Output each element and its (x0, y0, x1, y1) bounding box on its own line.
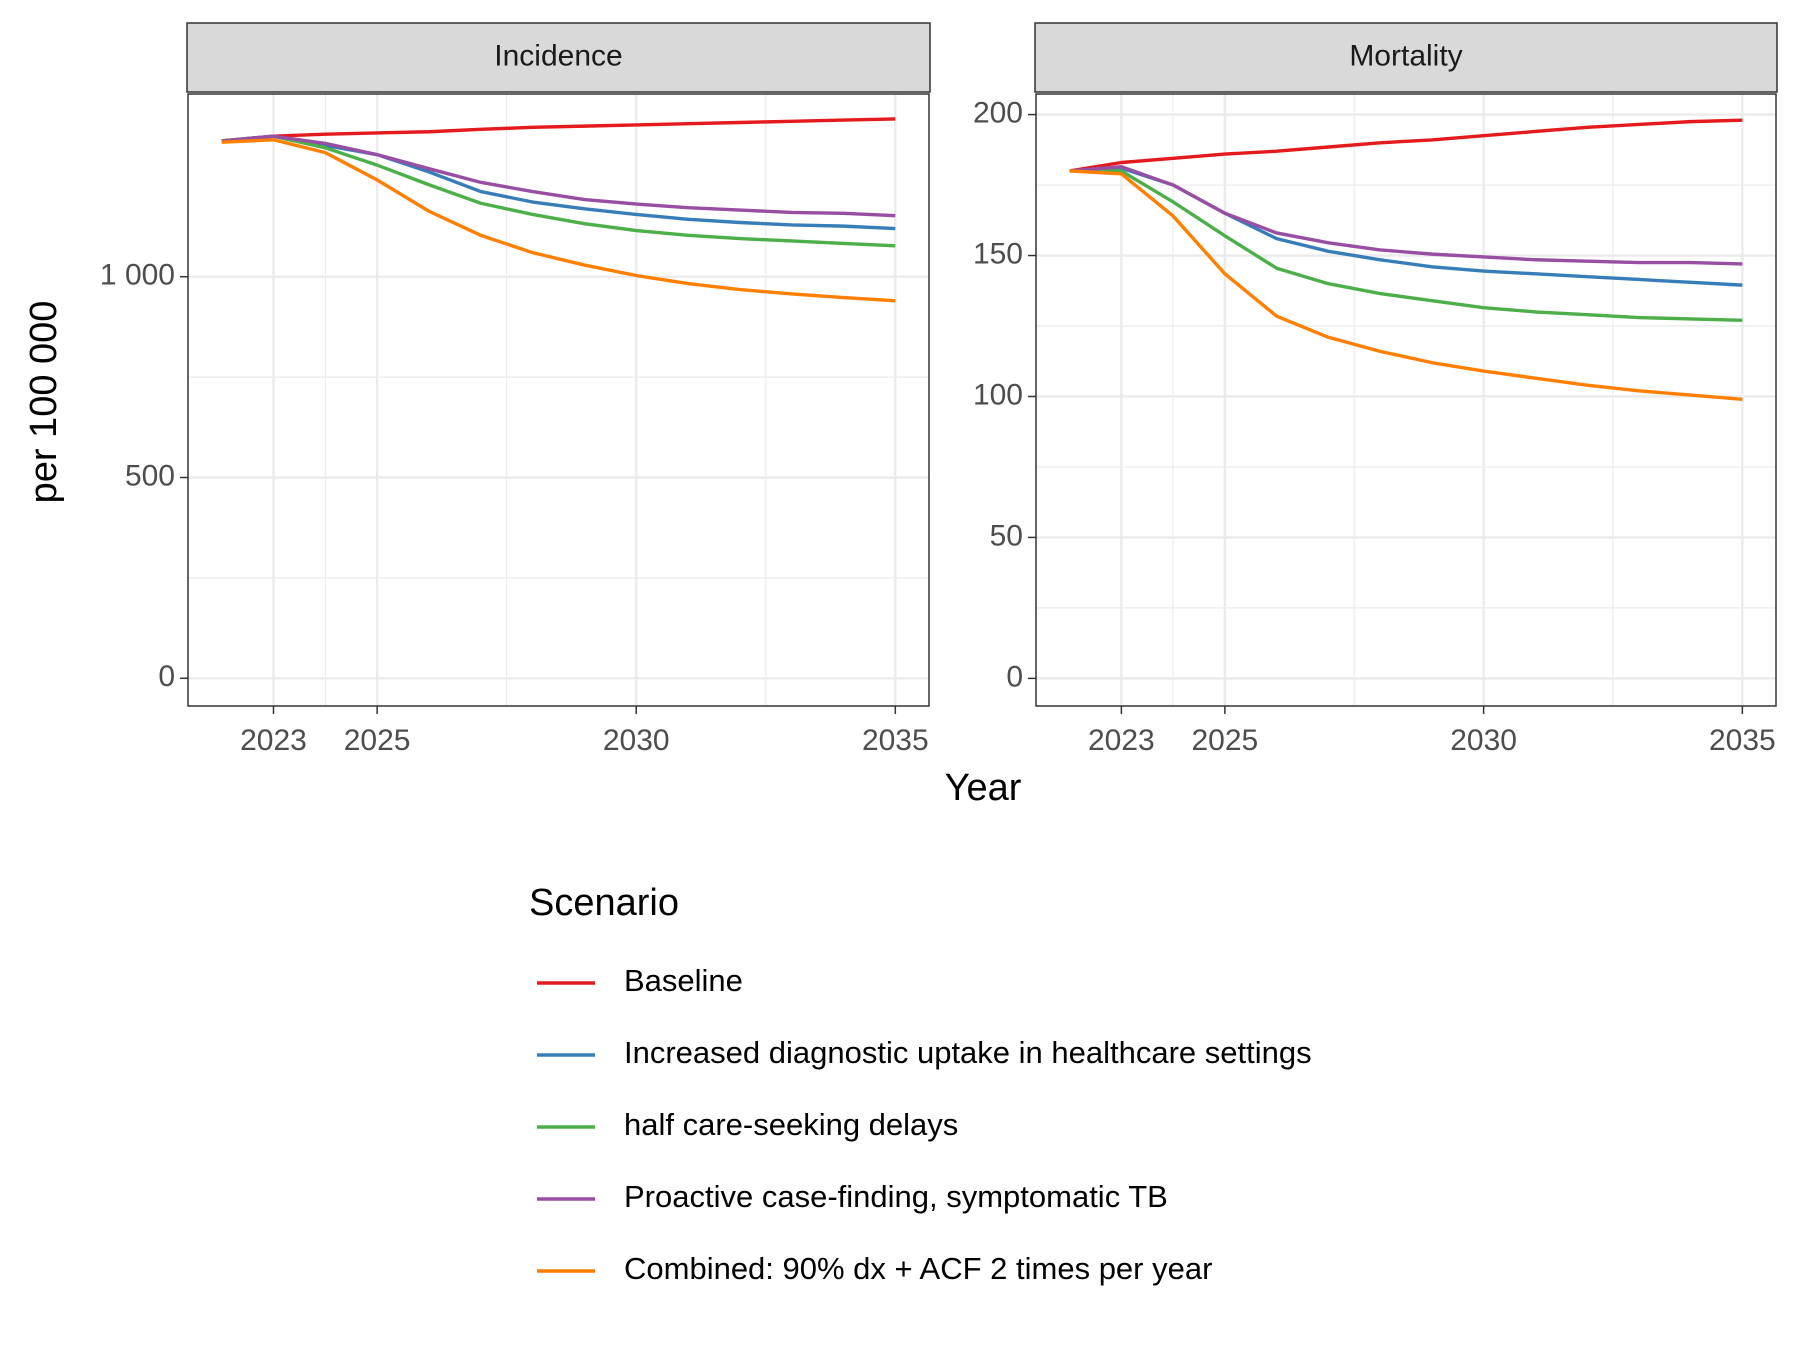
panel-border (1035, 93, 1777, 707)
legend-label: Increased diagnostic uptake in healthcar… (624, 1035, 1312, 1070)
legend-label: Proactive case-finding, symptomatic TB (624, 1179, 1168, 1214)
y-tick-label: 0 (1006, 660, 1023, 693)
series-line (221, 134, 896, 248)
series-line (1069, 169, 1743, 323)
series-line (1069, 118, 1743, 173)
y-tick-label: 50 (990, 519, 1023, 552)
x-tick-label: 2023 (240, 724, 307, 757)
legend-label: Baseline (624, 963, 743, 998)
x-tick-label: 2025 (344, 724, 411, 757)
panel-border (187, 93, 930, 707)
y-tick-label: 500 (125, 459, 175, 492)
series-line (221, 117, 896, 143)
series-line (1069, 165, 1743, 266)
y-tick-label: 1 000 (100, 259, 175, 292)
y-tick-label: 0 (158, 660, 175, 693)
strip-label: Mortality (1349, 39, 1462, 72)
series-line (1069, 169, 1743, 401)
legend-title: Scenario (529, 882, 679, 924)
x-tick-label: 2023 (1088, 724, 1155, 757)
y-tick-label: 150 (973, 237, 1023, 270)
x-tick-label: 2025 (1192, 724, 1259, 757)
y-tick-label: 100 (973, 378, 1023, 411)
series-line (221, 138, 896, 303)
x-tick-label: 2035 (862, 724, 929, 757)
y-tick-label: 200 (973, 97, 1023, 130)
strip-label: Incidence (494, 39, 622, 72)
series-line (221, 134, 896, 218)
legend-label: half care-seeking delays (624, 1107, 958, 1142)
legend-label: Combined: 90% dx + ACF 2 times per year (624, 1251, 1212, 1286)
x-tick-label: 2030 (603, 724, 670, 757)
x-axis-title: Year (945, 767, 1022, 809)
x-tick-label: 2030 (1450, 724, 1517, 757)
y-axis-title: per 100 000 (23, 301, 65, 504)
strip (1034, 22, 1778, 93)
series-line (221, 134, 896, 231)
x-tick-label: 2035 (1709, 724, 1776, 757)
strip (186, 22, 931, 93)
